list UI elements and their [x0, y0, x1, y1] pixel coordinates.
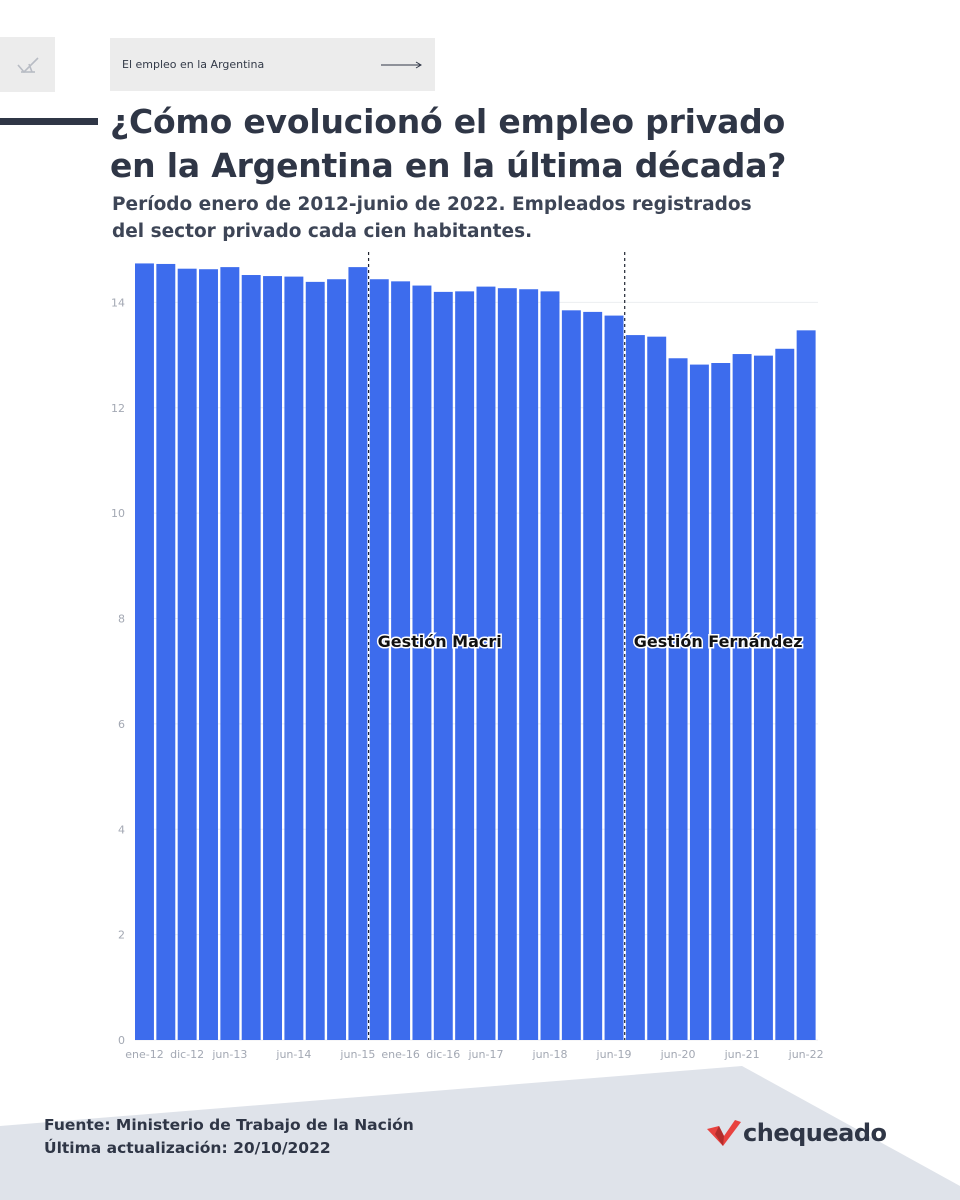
bar [625, 335, 645, 1040]
x-tick-label: jun-21 [724, 1048, 760, 1061]
subtitle-line-1: Período enero de 2012-junio de 2022. Emp… [112, 194, 752, 215]
bar [753, 355, 773, 1040]
bar [519, 289, 539, 1040]
period-annotation-label: Gestión Fernández [634, 632, 803, 651]
y-tick-label: 14 [111, 296, 125, 309]
bar [220, 267, 240, 1041]
y-tick-label: 12 [111, 402, 125, 415]
bar [391, 281, 411, 1040]
bar [156, 263, 176, 1040]
y-tick-label: 4 [118, 823, 125, 836]
x-tick-label: ene-12 [125, 1048, 163, 1061]
bar [348, 267, 368, 1041]
bar [455, 291, 475, 1040]
y-tick-label: 10 [111, 507, 125, 520]
bar [647, 336, 667, 1040]
employment-bar-chart: 0 2 4 6 8 10 12 14 ene-12 dic-12 jun-13 jun-14 jun-1… [111, 252, 824, 1061]
x-tick-label: jun-19 [596, 1048, 632, 1061]
x-tick-label: dic-16 [426, 1048, 460, 1061]
footer-background [0, 1066, 960, 1200]
brand-logo[interactable]: chequeado [707, 1119, 887, 1147]
title-accent-bar [0, 118, 98, 125]
bar [775, 348, 795, 1040]
x-tick-label: ene-16 [381, 1048, 419, 1061]
bar [689, 364, 709, 1041]
period-annotation-label: Gestión Macri [378, 632, 502, 651]
bar [711, 363, 731, 1040]
checkmark-logo-icon [16, 56, 39, 73]
source-text: Fuente: Ministerio de Trabajo de la Naci… [44, 1116, 414, 1134]
x-tick-label: jun-17 [467, 1048, 503, 1061]
bar [177, 268, 197, 1040]
updated-text: Última actualización: 20/10/2022 [44, 1139, 331, 1157]
page-subtitle: Período enero de 2012-junio de 2022. Emp… [112, 191, 812, 245]
subtitle-line-2: del sector privado cada cien habitantes. [112, 221, 533, 242]
breadcrumb[interactable]: El empleo en la Argentina [110, 38, 435, 91]
title-line-2: en la Argentina en la última década? [110, 146, 787, 185]
bar [369, 279, 389, 1041]
bar [433, 291, 453, 1041]
y-tick-label: 6 [118, 718, 125, 731]
bar [284, 276, 304, 1040]
title-line-1: ¿Cómo evolucionó el empleo privado [110, 102, 786, 141]
y-tick-label: 8 [118, 613, 125, 626]
x-tick-label: jun-13 [211, 1048, 247, 1061]
bar [412, 285, 432, 1041]
bar [796, 330, 816, 1040]
x-tick-label: jun-14 [275, 1048, 311, 1061]
bar [476, 286, 496, 1041]
bar [668, 358, 688, 1041]
bar [327, 279, 347, 1041]
bar [540, 291, 560, 1040]
x-tick-label: jun-15 [339, 1048, 375, 1061]
bar [732, 354, 752, 1040]
bar [305, 281, 325, 1040]
bar [604, 315, 624, 1040]
x-tick-label: jun-20 [660, 1048, 696, 1061]
bar [583, 311, 603, 1041]
arrow-right-icon [381, 61, 422, 68]
bar [135, 263, 154, 1040]
bar [241, 275, 261, 1040]
breadcrumb-label: El empleo en la Argentina [122, 58, 265, 71]
bar [199, 269, 218, 1040]
x-tick-label: jun-18 [532, 1048, 568, 1061]
bar [263, 276, 283, 1040]
site-logo[interactable] [0, 37, 55, 92]
x-tick-label: dic-12 [170, 1048, 204, 1061]
chequeado-check-icon [707, 1120, 741, 1146]
bar [561, 310, 581, 1040]
footer-source: Fuente: Ministerio de Trabajo de la Naci… [44, 1114, 414, 1160]
bar [497, 288, 517, 1040]
page-title: ¿Cómo evolucionó el empleo privado en la… [110, 100, 870, 188]
y-tick-label: 0 [118, 1034, 125, 1047]
brand-name: chequeado [743, 1119, 887, 1147]
y-tick-label: 2 [118, 929, 125, 942]
x-tick-label: jun-22 [788, 1048, 824, 1061]
